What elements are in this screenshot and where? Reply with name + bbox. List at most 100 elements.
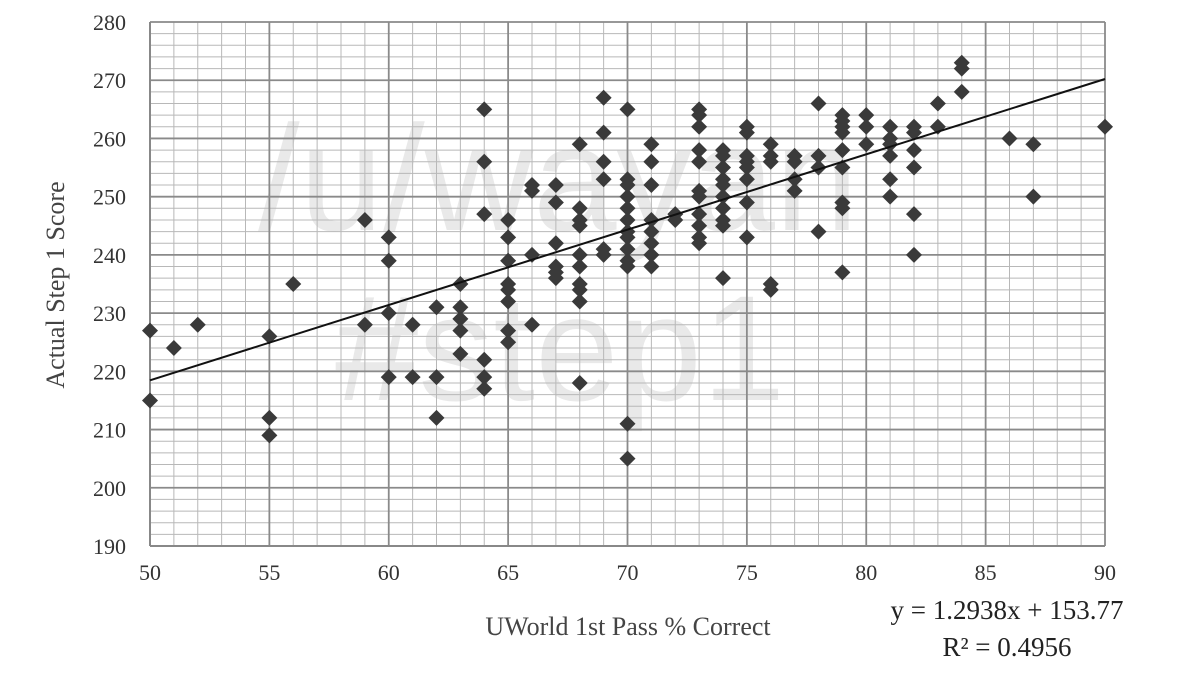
data-point — [691, 188, 708, 205]
data-point — [595, 153, 612, 170]
data-point — [547, 194, 564, 211]
data-point — [595, 124, 612, 141]
data-point — [858, 118, 875, 135]
data-point — [404, 369, 421, 386]
data-point — [762, 281, 779, 298]
x-tick-label: 90 — [1094, 560, 1116, 585]
x-tick-label: 70 — [617, 560, 639, 585]
x-axis-title: UWorld 1st Pass % Correct — [485, 612, 771, 641]
data-point — [500, 252, 517, 269]
data-point — [142, 392, 158, 409]
data-point — [715, 217, 731, 234]
data-point — [619, 415, 636, 432]
y-tick-label: 210 — [93, 418, 126, 443]
data-point — [261, 409, 278, 426]
data-point — [882, 188, 899, 205]
data-point — [261, 427, 278, 444]
data-point — [906, 206, 922, 223]
data-point — [547, 177, 564, 194]
data-point — [643, 223, 660, 240]
trendline — [149, 78, 1106, 382]
data-point — [619, 200, 636, 217]
data-point — [428, 369, 445, 386]
data-point — [643, 258, 660, 275]
data-point — [715, 159, 731, 176]
data-point — [142, 322, 158, 339]
data-point — [189, 316, 206, 333]
y-tick-label: 200 — [93, 476, 126, 501]
data-point — [834, 124, 851, 141]
data-point — [715, 200, 731, 217]
data-point — [906, 124, 922, 141]
data-point — [571, 258, 588, 275]
y-tick-label: 280 — [93, 10, 126, 35]
data-point — [356, 316, 373, 333]
data-point — [547, 270, 564, 287]
x-tick-label: 50 — [139, 560, 161, 585]
data-point — [595, 171, 612, 188]
data-point — [380, 305, 397, 322]
data-point — [500, 229, 517, 246]
axes — [149, 22, 1105, 547]
data-point — [595, 89, 612, 106]
data-point — [571, 246, 588, 263]
data-point — [428, 409, 445, 426]
data-point — [1025, 136, 1042, 153]
data-point — [476, 153, 493, 170]
y-tick-label: 260 — [93, 126, 126, 151]
data-point — [906, 142, 922, 159]
data-point — [500, 211, 517, 228]
data-point — [643, 153, 660, 170]
x-tick-label: 65 — [497, 560, 519, 585]
y-tick-label: 230 — [93, 301, 126, 326]
data-point — [715, 177, 731, 194]
data-point — [619, 188, 636, 205]
data-point — [476, 351, 493, 368]
data-point — [691, 235, 708, 252]
data-point — [619, 450, 636, 467]
data-point — [476, 380, 493, 397]
data-point — [619, 229, 636, 246]
data-point — [571, 281, 588, 298]
data-point — [380, 229, 397, 246]
data-point — [500, 281, 517, 298]
data-point — [691, 142, 708, 159]
data-point — [571, 293, 588, 310]
data-point — [524, 182, 540, 199]
data-point — [953, 60, 970, 77]
data-point — [738, 124, 755, 141]
data-point — [452, 310, 469, 327]
y-tick-label: 190 — [93, 534, 126, 559]
watermark-line1: /u/wayan — [258, 94, 858, 262]
data-point — [738, 159, 755, 176]
data-point — [858, 136, 875, 153]
data-point — [476, 101, 493, 118]
data-point — [834, 200, 851, 217]
data-point — [1097, 118, 1113, 135]
data-point — [500, 334, 517, 351]
x-tick-label: 60 — [378, 560, 400, 585]
data-point — [500, 322, 517, 339]
data-point — [953, 83, 970, 100]
data-point — [786, 182, 803, 199]
data-point — [786, 153, 803, 170]
data-point — [882, 118, 899, 135]
data-points — [142, 54, 1113, 467]
data-point — [571, 200, 588, 217]
data-point — [380, 252, 397, 269]
data-point — [929, 95, 946, 112]
data-point — [762, 136, 779, 153]
data-point — [452, 299, 469, 316]
data-point — [452, 322, 469, 339]
data-point — [1025, 188, 1042, 205]
data-point — [810, 147, 827, 164]
y-axis-title: Actual Step 1 Score — [41, 181, 70, 388]
data-point — [380, 369, 397, 386]
data-point — [452, 276, 469, 292]
data-point — [619, 177, 636, 194]
y-tick-label: 250 — [93, 185, 126, 210]
data-point — [619, 101, 636, 118]
x-tick-labels: 50 55 60 65 70 75 80 85 90 — [139, 560, 1116, 585]
data-point — [882, 147, 899, 164]
